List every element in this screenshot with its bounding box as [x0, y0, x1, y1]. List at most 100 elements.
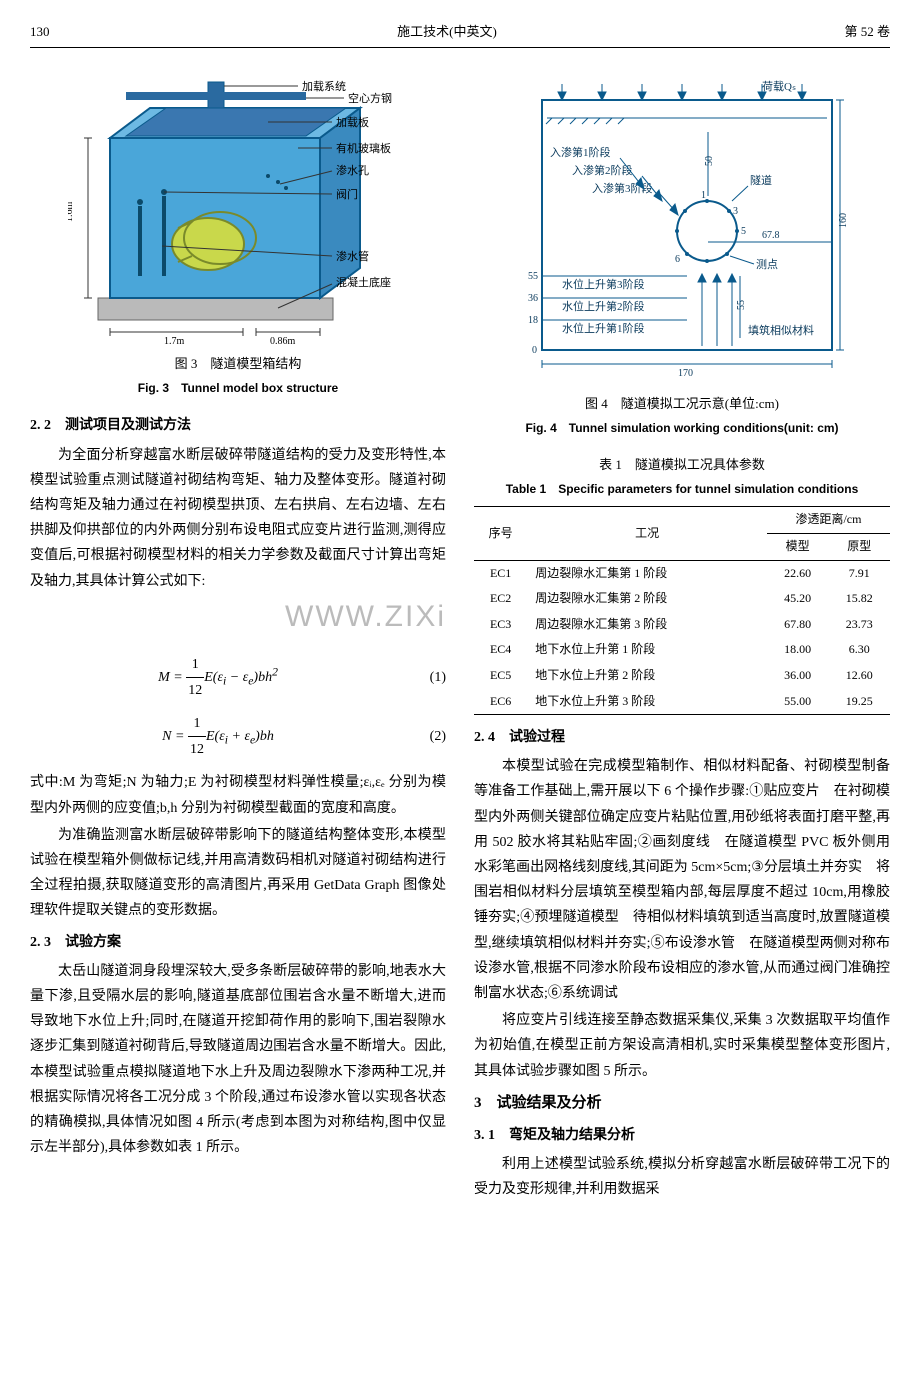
figure-4: 荷载Qₛ 入渗第1阶段 入渗第2阶段	[474, 76, 890, 439]
fig4-fill: 填筑相似材料	[748, 323, 814, 337]
cell-model: 67.80	[767, 612, 829, 638]
figure-3: 加载系统 空心方钢 加载板 有机玻璃板 渗水孔 阀门 渗水管 混凝土底座 1.6…	[30, 76, 446, 399]
sec22-p1: 为全面分析穿越富水断层破碎带隧道结构的受力及变形特性,本模型试验重点测试隧道衬砌…	[30, 443, 446, 594]
volume: 第 52 卷	[844, 20, 890, 43]
fig4-infilt2: 入渗第2阶段	[572, 163, 633, 177]
sec22-heading: 2. 2 测试项目及测试方法	[30, 413, 446, 438]
cell-model: 55.00	[767, 689, 829, 715]
cell-cond: 地下水位上升第 2 阶段	[527, 663, 767, 689]
cell-proto: 15.82	[828, 586, 890, 612]
sec23-p1: 太岳山隧道洞身段埋深较大,受多条断层破碎带的影响,地表水大量下渗,且受隔水层的影…	[30, 959, 446, 1161]
cell-cond: 周边裂隙水汇集第 3 阶段	[527, 612, 767, 638]
two-column-body: 加载系统 空心方钢 加载板 有机玻璃板 渗水孔 阀门 渗水管 混凝土底座 1.6…	[30, 66, 890, 1204]
fig3-label-loading: 加载系统	[302, 80, 346, 93]
fig3-label-pipe: 渗水管	[336, 249, 369, 263]
page-header: 130 施工技术(中英文) 第 52 卷	[30, 20, 890, 48]
table-row: EC3周边裂隙水汇集第 3 阶段67.8023.73	[474, 612, 890, 638]
journal-name: 施工技术(中英文)	[397, 20, 497, 43]
fig4-x36: 36	[528, 293, 538, 304]
fig4-label-tunnel: 隧道	[750, 173, 772, 187]
table-row: EC1周边裂隙水汇集第 1 阶段22.607.91	[474, 560, 890, 586]
fig4-x18: 18	[528, 315, 538, 326]
sec31-heading: 3. 1 弯矩及轴力结果分析	[474, 1123, 890, 1148]
watermark-text: WWW.ZIXi	[30, 590, 446, 644]
left-column: 加载系统 空心方钢 加载板 有机玻璃板 渗水孔 阀门 渗水管 混凝土底座 1.6…	[30, 66, 446, 1204]
page-number: 130	[30, 20, 50, 43]
fig4-wl3: 水位上升第3阶段	[562, 277, 645, 291]
post-eq-p2: 为准确监测富水断层破碎带影响下的隧道结构整体变形,本模型试验在模型箱外侧做标记线…	[30, 823, 446, 924]
fig3-label-hole: 渗水孔	[336, 163, 369, 177]
cell-model: 45.20	[767, 586, 829, 612]
fig4-infilt1: 入渗第1阶段	[550, 145, 611, 159]
fig4-x55: 55	[528, 271, 538, 282]
sec23-heading: 2. 3 试验方案	[30, 930, 446, 955]
fig4-x0: 0	[532, 345, 537, 356]
table-row: EC5地下水位上升第 2 阶段36.0012.60	[474, 663, 890, 689]
post-eq-p1: 式中:M 为弯矩;N 为轴力;E 为衬砌模型材料弹性模量;εᵢ,εₑ 分别为模型…	[30, 770, 446, 820]
sec3-heading: 3 试验结果及分析	[474, 1090, 890, 1117]
fig3-caption-cn: 图 3 隧道模型箱结构	[30, 352, 446, 375]
fig4-caption-cn: 图 4 隧道模拟工况示意(单位:cm)	[474, 392, 890, 415]
fig3-label-base: 混凝土底座	[336, 275, 391, 289]
cell-proto: 23.73	[828, 612, 890, 638]
table1-caption-en: Table 1 Specific parameters for tunnel s…	[474, 479, 890, 501]
table-row: EC6地下水位上升第 3 阶段55.0019.25	[474, 689, 890, 715]
fig3-label-hollow: 空心方钢	[348, 91, 392, 105]
sec31-p1: 利用上述模型试验系统,模拟分析穿越富水断层破碎带工况下的受力及变形规律,并利用数…	[474, 1152, 890, 1202]
fig4-wl2: 水位上升第2阶段	[562, 299, 645, 313]
th-dist-group: 渗透距离/cm	[767, 507, 890, 534]
eq-2: N = 112E(εi + εe)bh (2)	[30, 711, 446, 762]
fig4-d55: 55	[736, 300, 747, 310]
fig3-label-valve: 阀门	[336, 187, 358, 201]
cell-seq: EC1	[474, 560, 527, 586]
fig3-dim-w2: 0.86m	[270, 336, 296, 346]
cell-seq: EC6	[474, 689, 527, 715]
cell-proto: 6.30	[828, 637, 890, 663]
fig4-d170: 170	[678, 368, 693, 379]
fig4-label-load: 荷载Qₛ	[762, 80, 796, 93]
cell-seq: EC4	[474, 637, 527, 663]
right-column: 荷载Qₛ 入渗第1阶段 入渗第2阶段	[474, 66, 890, 1204]
eq-1: M = 112E(εi − εe)bh2 (1)	[30, 652, 446, 703]
cell-model: 36.00	[767, 663, 829, 689]
fig4-caption-en: Fig. 4 Tunnel simulation working conditi…	[474, 418, 890, 440]
fig4-p5: 5	[741, 226, 746, 237]
table-1: 序号 工况 渗透距离/cm 模型 原型 EC1周边裂隙水汇集第 1 阶段22.6…	[474, 506, 890, 715]
cell-seq: EC2	[474, 586, 527, 612]
cell-proto: 7.91	[828, 560, 890, 586]
cell-cond: 周边裂隙水汇集第 2 阶段	[527, 586, 767, 612]
cell-cond: 地下水位上升第 1 阶段	[527, 637, 767, 663]
figure-3-svg: 加载系统 空心方钢 加载板 有机玻璃板 渗水孔 阀门 渗水管 混凝土底座 1.6…	[68, 76, 408, 346]
fig3-label-plate: 加载板	[336, 115, 369, 129]
fig3-dim-w1: 1.7m	[164, 336, 185, 346]
cell-model: 18.00	[767, 637, 829, 663]
cell-seq: EC3	[474, 612, 527, 638]
fig4-d50: 50	[704, 156, 715, 166]
cell-cond: 地下水位上升第 3 阶段	[527, 689, 767, 715]
fig3-caption-en: Fig. 3 Tunnel model box structure	[30, 378, 446, 400]
cell-cond: 周边裂隙水汇集第 1 阶段	[527, 560, 767, 586]
cell-proto: 19.25	[828, 689, 890, 715]
table-row: EC2周边裂隙水汇集第 2 阶段45.2015.82	[474, 586, 890, 612]
table1-caption-cn: 表 1 隧道模拟工况具体参数	[474, 453, 890, 476]
cell-proto: 12.60	[828, 663, 890, 689]
fig4-wl1: 水位上升第1阶段	[562, 321, 645, 335]
figure-4-svg: 荷载Qₛ 入渗第1阶段 入渗第2阶段	[492, 76, 872, 386]
cell-seq: EC5	[474, 663, 527, 689]
fig3-label-plexi: 有机玻璃板	[336, 141, 391, 155]
th-seq: 序号	[474, 507, 527, 560]
fig4-label-point: 测点	[756, 258, 778, 271]
fig3-dim-h: 1.6m	[68, 202, 75, 223]
eq1-num: (1)	[406, 665, 446, 690]
table-row: EC4地下水位上升第 1 阶段18.006.30	[474, 637, 890, 663]
fig4-d678: 67.8	[762, 230, 780, 241]
th-proto: 原型	[828, 533, 890, 560]
fig4-p3: 3	[733, 206, 738, 217]
fig4-d160: 160	[838, 213, 849, 228]
sec24-p2: 将应变片引线连接至静态数据采集仪,采集 3 次数据取平均值作为初始值,在模型正前…	[474, 1008, 890, 1084]
th-model: 模型	[767, 533, 829, 560]
fig4-p6: 6	[675, 254, 680, 265]
th-cond: 工况	[527, 507, 767, 560]
sec24-p1: 本模型试验在完成模型箱制作、相似材料配备、衬砌模型制备等准备工作基础上,需开展以…	[474, 754, 890, 1006]
eq2-num: (2)	[406, 724, 446, 749]
